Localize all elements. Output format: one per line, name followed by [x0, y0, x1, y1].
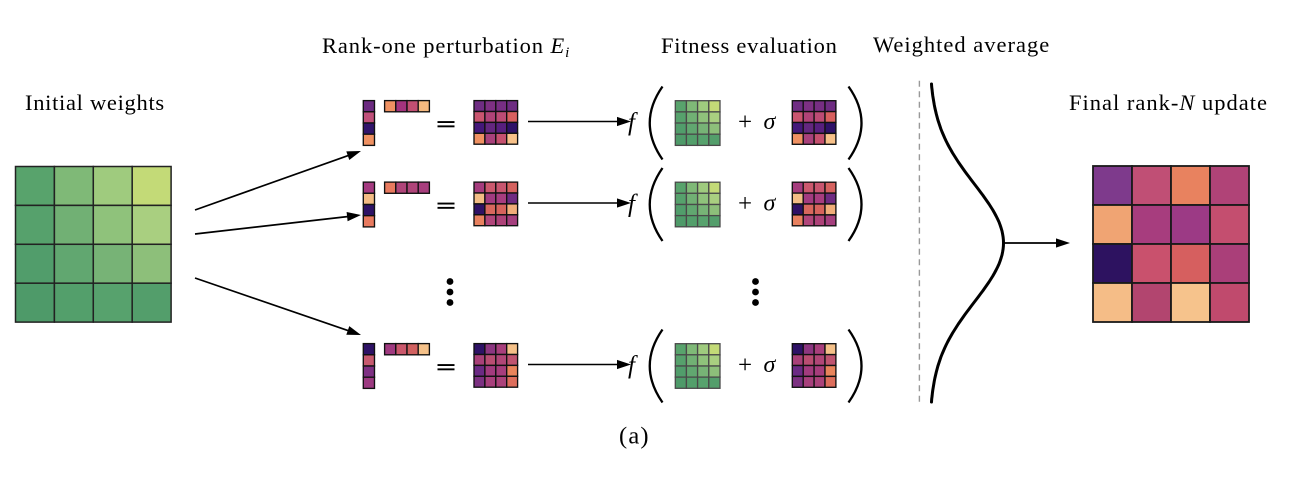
svg-text:Initial weights: Initial weights [25, 90, 165, 115]
svg-text:f: f [628, 191, 638, 218]
svg-text:σ: σ [764, 191, 777, 217]
svg-text:+: + [738, 109, 752, 136]
svg-text:σ: σ [764, 109, 777, 135]
svg-text:+: + [738, 191, 752, 218]
svg-text:f: f [628, 109, 638, 136]
svg-text:Rank-one perturbation Ei: Rank-one perturbation Ei [322, 33, 570, 61]
svg-text:+: + [738, 352, 752, 379]
svg-text:Fitness evaluation: Fitness evaluation [661, 33, 838, 58]
svg-text:(a): (a) [619, 423, 650, 450]
svg-text:Final rank-N update: Final rank-N update [1069, 90, 1268, 115]
svg-text:f: f [628, 352, 638, 379]
svg-text:Weighted average: Weighted average [873, 32, 1050, 57]
svg-text:σ: σ [764, 352, 777, 378]
